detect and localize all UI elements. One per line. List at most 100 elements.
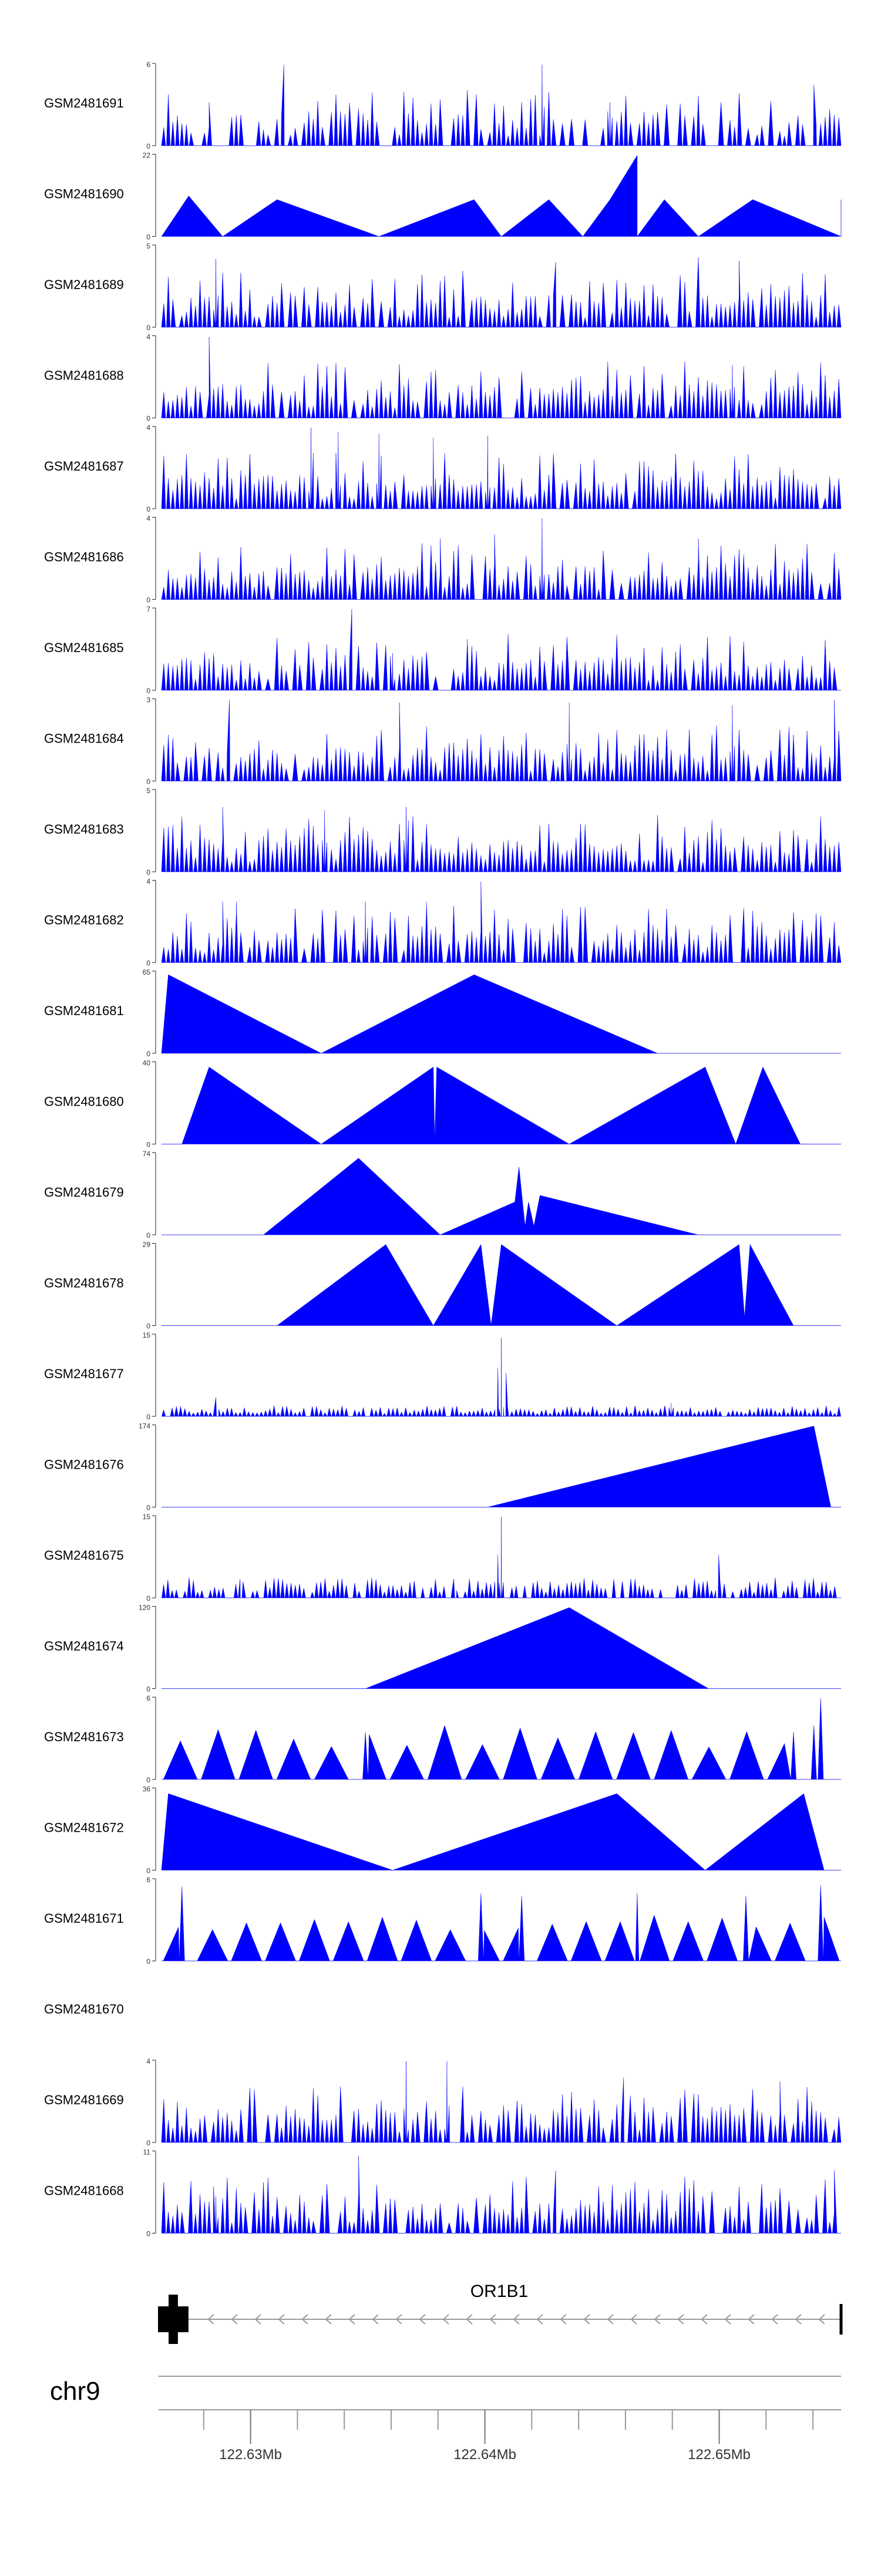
y-zero-label-GSM2481679: 0 [146, 1231, 150, 1240]
strand-chevron-icon [583, 2314, 590, 2325]
y-zero-label-GSM2481677: 0 [146, 1413, 150, 1421]
y-max-label-GSM2481689: 5 [146, 242, 150, 250]
strand-chevron-icon [419, 2314, 426, 2325]
strand-chevron-icon [301, 2314, 308, 2325]
coverage-area-GSM2481681 [161, 974, 841, 1054]
track-label-GSM2481677: GSM2481677 [44, 1366, 124, 1381]
y-zero-label-GSM2481688: 0 [146, 415, 150, 423]
coverage-area-GSM2481687 [161, 427, 842, 509]
track-label-GSM2481680: GSM2481680 [44, 1094, 124, 1109]
y-max-label-GSM2481680: 40 [143, 1059, 151, 1067]
y-max-label-GSM2481688: 4 [146, 333, 150, 341]
track-label-GSM2481672: GSM2481672 [44, 1821, 124, 1835]
coverage-area-GSM2481671 [162, 1885, 841, 1962]
y-max-label-GSM2481668: 11 [143, 2148, 151, 2157]
strand-chevron-icon [325, 2314, 332, 2325]
coverage-area-GSM2481686 [161, 518, 842, 600]
track-label-GSM2481691: GSM2481691 [44, 96, 124, 110]
coverage-area-GSM2481678 [162, 1244, 841, 1326]
strand-chevron-icon [560, 2314, 567, 2325]
track-label-GSM2481674: GSM2481674 [44, 1639, 124, 1654]
axis-tick-label-0: 122.63Mb [219, 2447, 282, 2463]
track-label-GSM2481671: GSM2481671 [44, 1911, 124, 1926]
track-label-GSM2481689: GSM2481689 [44, 277, 124, 292]
y-max-label-GSM2481684: 3 [146, 696, 150, 704]
track-label-GSM2481690: GSM2481690 [44, 187, 124, 201]
track-label-GSM2481679: GSM2481679 [44, 1185, 124, 1200]
strand-chevron-icon [442, 2314, 449, 2325]
strand-chevron-icon [278, 2314, 285, 2325]
y-zero-label-GSM2481686: 0 [146, 596, 150, 604]
strand-chevron-icon [748, 2314, 755, 2325]
strand-chevron-icon [607, 2314, 614, 2325]
y-max-label-GSM2481682: 4 [146, 878, 150, 886]
chromosome-label: chr9 [50, 2377, 100, 2406]
y-zero-label-GSM2481684: 0 [146, 778, 150, 786]
track-label-GSM2481681: GSM2481681 [44, 1003, 124, 1018]
strand-chevron-icon [207, 2314, 214, 2325]
coverage-area-GSM2481689 [161, 257, 842, 328]
axis-tick-label-1: 122.64Mb [453, 2447, 516, 2463]
y-max-label-GSM2481677: 15 [143, 1331, 151, 1339]
y-zero-label-GSM2481669: 0 [146, 2139, 150, 2147]
strand-chevron-icon [724, 2314, 731, 2325]
y-zero-label-GSM2481685: 0 [146, 687, 150, 695]
coverage-area-GSM2481685 [161, 609, 841, 691]
coverage-area-GSM2481673 [162, 1698, 841, 1780]
track-label-GSM2481669: GSM2481669 [44, 2093, 124, 2107]
y-max-label-GSM2481675: 15 [143, 1513, 151, 1521]
coverage-area-GSM2481680 [162, 1066, 841, 1145]
y-zero-label-GSM2481689: 0 [146, 324, 150, 332]
strand-chevron-icon [513, 2314, 520, 2325]
y-zero-label-GSM2481682: 0 [146, 959, 150, 968]
strand-chevron-icon [818, 2314, 825, 2325]
track-label-GSM2481673: GSM2481673 [44, 1729, 124, 1744]
y-zero-label-GSM2481671: 0 [146, 1957, 150, 1966]
y-max-label-GSM2481690: 22 [143, 152, 151, 160]
strand-chevron-icon [677, 2314, 684, 2325]
y-max-label-GSM2481676: 174 [139, 1422, 150, 1430]
y-max-label-GSM2481691: 6 [146, 61, 150, 69]
y-zero-label-GSM2481676: 0 [146, 1504, 150, 1512]
track-label-GSM2481686: GSM2481686 [44, 550, 124, 565]
coverage-area-GSM2481683 [161, 807, 842, 872]
track-label-GSM2481670: GSM2481670 [44, 2002, 124, 2017]
y-zero-label-GSM2481675: 0 [146, 1594, 150, 1603]
coverage-area-GSM2481676 [162, 1426, 841, 1507]
y-max-label-GSM2481678: 29 [143, 1241, 151, 1249]
y-zero-label-GSM2481678: 0 [146, 1322, 150, 1331]
strand-chevron-icon [348, 2314, 355, 2325]
coverage-area-GSM2481668 [161, 2155, 841, 2234]
y-max-label-GSM2481672: 36 [143, 1785, 151, 1794]
y-zero-label-GSM2481668: 0 [146, 2230, 150, 2238]
y-max-label-GSM2481673: 6 [146, 1694, 150, 1702]
y-zero-label-GSM2481680: 0 [146, 1141, 150, 1149]
strand-chevron-icon [654, 2314, 661, 2325]
y-zero-label-GSM2481672: 0 [146, 1867, 150, 1875]
y-max-label-GSM2481685: 7 [146, 605, 150, 613]
strand-chevron-icon [795, 2314, 802, 2325]
coverage-area-GSM2481669 [161, 2061, 842, 2143]
coverage-area-GSM2481691 [161, 64, 842, 146]
y-max-label-GSM2481674: 120 [139, 1604, 150, 1612]
strand-chevron-icon [395, 2314, 402, 2325]
y-zero-label-GSM2481674: 0 [146, 1685, 150, 1694]
y-zero-label-GSM2481687: 0 [146, 505, 150, 513]
y-max-label-GSM2481686: 4 [146, 515, 150, 523]
coverage-area-GSM2481684 [161, 700, 842, 781]
strand-chevron-icon [254, 2314, 261, 2325]
coverage-area-GSM2481690 [161, 155, 842, 237]
y-max-label-GSM2481683: 5 [146, 787, 150, 795]
strand-chevron-icon [231, 2314, 238, 2325]
gene-label: OR1B1 [470, 2282, 528, 2301]
coverage-area-GSM2481677 [162, 1338, 841, 1417]
strand-chevron-icon [372, 2314, 379, 2325]
coverage-area-GSM2481688 [161, 337, 842, 418]
y-zero-label-GSM2481690: 0 [146, 233, 150, 241]
y-zero-label-GSM2481681: 0 [146, 1050, 150, 1058]
axis-tick-label-2: 122.65Mb [688, 2447, 751, 2463]
track-label-GSM2481676: GSM2481676 [44, 1457, 124, 1472]
track-label-GSM2481685: GSM2481685 [44, 640, 124, 655]
track-label-GSM2481675: GSM2481675 [44, 1548, 124, 1563]
